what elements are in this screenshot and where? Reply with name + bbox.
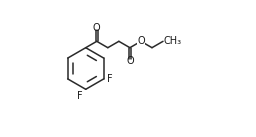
Text: O: O — [93, 23, 101, 33]
Text: CH₃: CH₃ — [164, 36, 182, 46]
Text: F: F — [77, 91, 82, 101]
Text: O: O — [137, 36, 145, 46]
Text: O: O — [126, 56, 134, 66]
Text: F: F — [107, 74, 112, 84]
